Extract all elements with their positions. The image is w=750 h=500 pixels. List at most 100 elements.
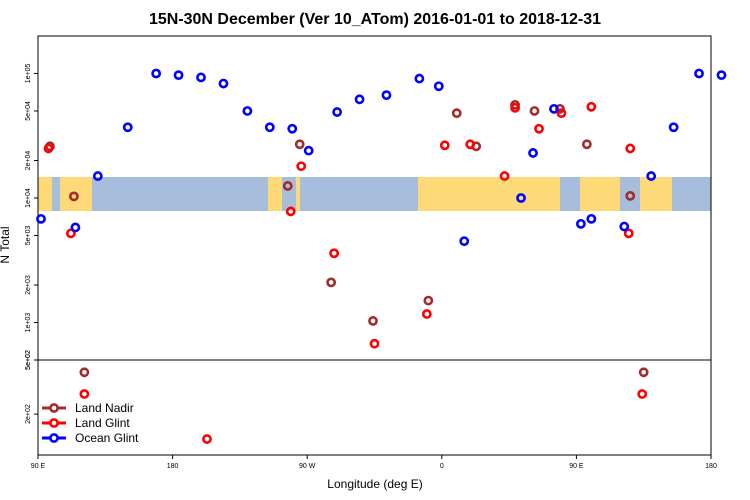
y-tick-label: 5e+02 (25, 350, 32, 370)
x-tick-label: 180 (705, 463, 717, 470)
data-point (510, 102, 520, 113)
legend-marker (49, 433, 59, 443)
data-point (202, 434, 212, 444)
data-point (354, 94, 365, 105)
data-point (303, 145, 314, 156)
chart-title: 15N-30N December (Ver 10_ATom) 2016-01-0… (149, 11, 601, 28)
data-point (625, 190, 636, 201)
data-point (92, 171, 103, 181)
data-point (294, 139, 305, 150)
data-point (586, 101, 597, 112)
data-point (581, 139, 592, 150)
data-point (151, 68, 162, 79)
y-axis-upper: 1e+05 5e+04 2e+04 1e+04 5e+03 2e+03 1e+03 5e+02 (25, 64, 38, 370)
data-point (381, 90, 392, 101)
plot-frame (37, 35, 712, 456)
series-land-nadir (45, 99, 649, 378)
data-point (619, 221, 630, 232)
data-point (549, 103, 559, 114)
data-point (439, 140, 450, 151)
y-axis-lower: 5e+02 2e+02 (25, 350, 38, 424)
legend-marker (49, 418, 59, 428)
data-point (368, 316, 378, 326)
data-point (575, 218, 586, 229)
y-tick-label: 5e+04 (25, 101, 32, 121)
data-point (79, 367, 90, 378)
data-point (66, 228, 76, 239)
data-point (556, 108, 567, 119)
data-point (451, 108, 462, 119)
y-tick-label: 5e+03 (25, 226, 32, 246)
data-point (528, 148, 538, 158)
data-point (516, 193, 526, 203)
data-point (459, 236, 470, 247)
plot-border (37, 35, 712, 456)
y-axis-label: N Total (0, 226, 12, 263)
data-point (465, 139, 476, 150)
data-point (282, 181, 293, 191)
data-point (264, 122, 275, 133)
data-point (421, 309, 432, 319)
data-point (638, 367, 649, 378)
data-point (623, 228, 634, 239)
x-axis: 90 E 180 90 W 0 90 E 180 (31, 455, 717, 470)
x-tick-label: 180 (167, 463, 179, 470)
y-tick-label: 5e+02 (25, 350, 32, 370)
data-point (637, 389, 648, 399)
data-points (36, 68, 727, 444)
map-land (38, 177, 52, 211)
data-point (173, 70, 184, 81)
data-point (646, 171, 657, 181)
legend-label: Land Nadir (75, 401, 134, 415)
map-band (38, 177, 711, 211)
data-point (625, 143, 636, 154)
data-point (716, 70, 727, 81)
data-point (122, 122, 133, 133)
data-point (218, 78, 229, 89)
y-tick-label: 1e+04 (25, 188, 32, 208)
y-tick-label: 2e+04 (25, 151, 32, 171)
y-tick-label: 1e+05 (25, 64, 32, 84)
map-land (640, 177, 672, 211)
data-point (414, 73, 425, 84)
data-point (499, 171, 510, 181)
data-point (586, 213, 597, 224)
legend-marker (49, 403, 59, 413)
data-point (287, 123, 298, 134)
y-tick-label: 1e+03 (25, 313, 32, 333)
data-point (529, 106, 540, 116)
data-point (423, 295, 434, 306)
data-point (68, 191, 79, 202)
data-point (43, 143, 54, 154)
x-tick-label: 0 (440, 463, 444, 470)
data-point (668, 122, 679, 133)
data-point (329, 248, 340, 259)
map-land (296, 177, 300, 211)
data-point (196, 72, 206, 83)
data-point (332, 107, 343, 117)
series-land-glint (43, 101, 648, 444)
map-land (268, 177, 282, 211)
map-land (418, 177, 560, 211)
legend-label: Ocean Glint (75, 431, 139, 445)
x-tick-label: 90 E (31, 463, 46, 470)
y-tick-label: 2e+03 (25, 275, 32, 295)
data-point (36, 213, 46, 224)
data-point (285, 206, 296, 217)
map-land (580, 177, 620, 211)
data-point (326, 277, 337, 288)
legend-label: Land Glint (75, 416, 130, 430)
data-point (70, 222, 81, 233)
x-axis-label: Longitude (deg E) (327, 477, 422, 491)
data-point (694, 68, 704, 79)
series-ocean-glint (36, 68, 727, 247)
data-point (534, 123, 544, 134)
y-tick-label: 2e+02 (25, 404, 32, 424)
data-point (433, 81, 444, 92)
x-tick-label: 90 E (569, 463, 584, 470)
data-point (242, 106, 253, 116)
x-tick-label: 90 W (299, 463, 316, 470)
data-point (296, 161, 307, 172)
